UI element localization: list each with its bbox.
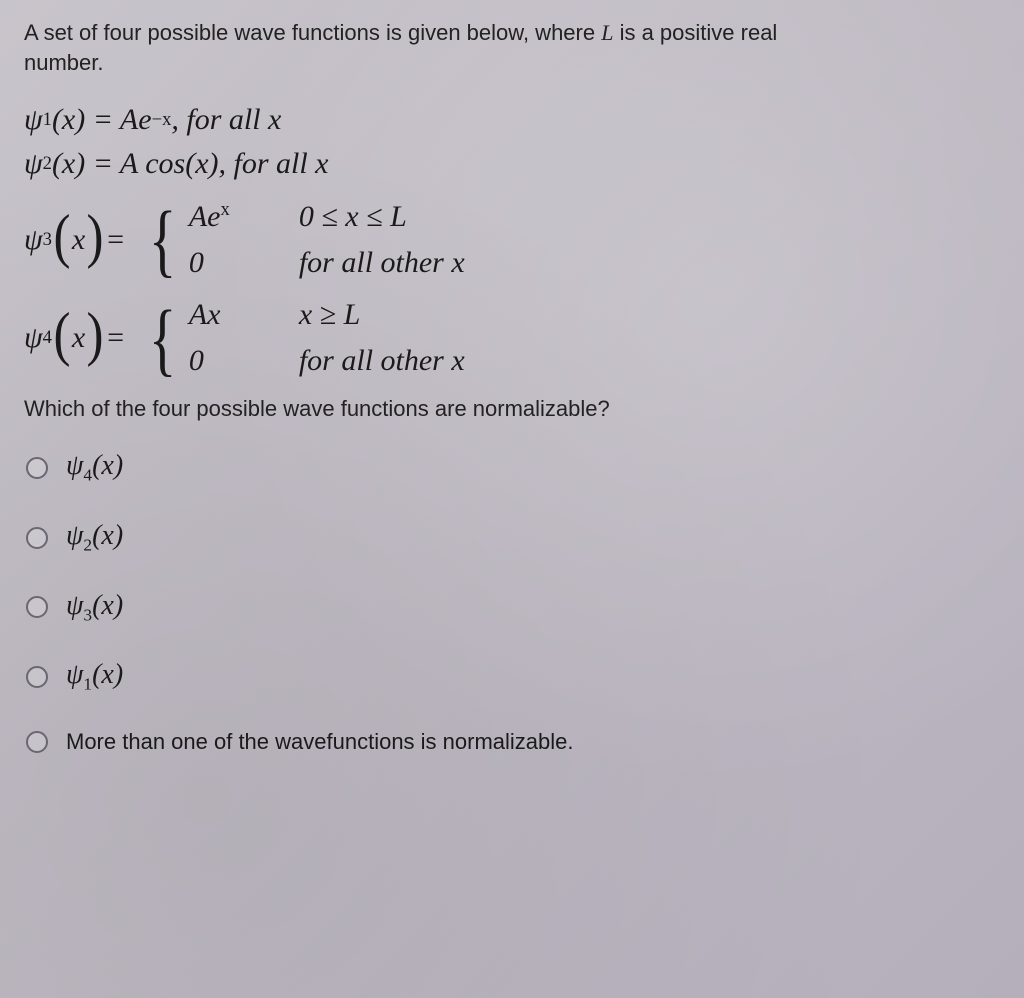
- psi3-case2: 0 for all other x: [189, 246, 465, 280]
- psi4-rparen: ): [87, 316, 104, 352]
- psi4-case2-cond: for all other x: [299, 344, 465, 378]
- psi2-subscript: 2: [43, 153, 52, 175]
- psi4-arg: x: [72, 321, 85, 355]
- option-psi2-label: ψ2(x): [66, 520, 123, 556]
- psi4-brace: {: [149, 318, 177, 359]
- psi3-rparen: ): [87, 218, 104, 254]
- option-psi4-sub: 4: [83, 466, 92, 485]
- option-psi2-sub: 2: [83, 536, 92, 555]
- option-more-than-one[interactable]: More than one of the wavefunctions is no…: [26, 729, 1000, 755]
- option-psi1-tail: (x): [92, 659, 123, 690]
- psi3-case1-expr: Aex: [189, 199, 299, 234]
- psi3-case2-expr: 0: [189, 246, 299, 280]
- psi4-cases: Ax x ≥ L 0 for all other x: [189, 298, 465, 378]
- option-psi4-tail: (x): [92, 450, 123, 481]
- equation-psi2: ψ2(x) = A cos(x), for all x: [24, 147, 1000, 181]
- option-psi1-label: ψ1(x): [66, 659, 123, 695]
- radio-icon[interactable]: [26, 666, 48, 688]
- psi4-equals: =: [105, 321, 125, 355]
- psi1-body: (x) = Ae: [52, 103, 152, 137]
- radio-icon[interactable]: [26, 596, 48, 618]
- option-psi2-tail: (x): [92, 520, 123, 551]
- option-psi3[interactable]: ψ3(x): [26, 590, 1000, 626]
- psi2-symbol: ψ: [24, 147, 43, 181]
- psi2-body: (x) = A cos(x), for all x: [52, 147, 329, 181]
- option-more-than-one-label: More than one of the wavefunctions is no…: [66, 729, 574, 755]
- psi4-case1: Ax x ≥ L: [189, 298, 465, 332]
- psi4-case1-cond: x ≥ L: [299, 298, 360, 332]
- radio-icon[interactable]: [26, 457, 48, 479]
- psi3-equals: =: [105, 223, 125, 257]
- psi1-tail: , for all x: [171, 103, 281, 137]
- option-psi2[interactable]: ψ2(x): [26, 520, 1000, 556]
- radio-icon[interactable]: [26, 731, 48, 753]
- option-psi1[interactable]: ψ1(x): [26, 659, 1000, 695]
- option-psi3-label: ψ3(x): [66, 590, 123, 626]
- answer-options: ψ4(x) ψ2(x) ψ3(x) ψ1(x) More than one of…: [24, 450, 1000, 754]
- psi3-subscript: 3: [43, 229, 52, 251]
- option-psi3-sub: 3: [83, 605, 92, 624]
- option-psi4[interactable]: ψ4(x): [26, 450, 1000, 486]
- option-psi1-psi: ψ: [66, 659, 83, 690]
- question-intro: A set of four possible wave functions is…: [24, 18, 1000, 77]
- psi1-subscript: 1: [43, 109, 52, 131]
- psi4-lhs: ψ4(x) =: [24, 320, 125, 356]
- psi4-subscript: 4: [43, 327, 52, 349]
- psi3-arg: x: [72, 223, 85, 257]
- psi3-symbol: ψ: [24, 223, 43, 257]
- option-psi4-psi: ψ: [66, 450, 83, 481]
- option-psi1-sub: 1: [83, 675, 92, 694]
- option-psi3-psi: ψ: [66, 590, 83, 621]
- intro-text-1: A set of four possible wave functions is…: [24, 20, 601, 45]
- psi3-case1-a: Ae: [189, 200, 221, 233]
- option-psi4-label: ψ4(x): [66, 450, 123, 486]
- psi4-case1-expr: Ax: [189, 298, 299, 332]
- psi3-lhs: ψ3(x) =: [24, 222, 125, 258]
- psi3-case2-cond: for all other x: [299, 246, 465, 280]
- psi3-case1-sup: x: [220, 199, 229, 220]
- psi4-lparen: (: [53, 316, 70, 352]
- equation-psi4: ψ4(x) = { Ax x ≥ L 0 for all other x: [24, 298, 1000, 378]
- equation-psi1: ψ1(x) = Ae−x, for all x: [24, 103, 1000, 137]
- option-psi3-tail: (x): [92, 590, 123, 621]
- question-text: Which of the four possible wave function…: [24, 396, 1000, 422]
- intro-text-2: is a positive real: [613, 20, 777, 45]
- psi1-exponent: −x: [152, 109, 172, 131]
- option-psi2-psi: ψ: [66, 520, 83, 551]
- psi3-brace: {: [149, 219, 177, 260]
- radio-icon[interactable]: [26, 527, 48, 549]
- intro-L: L: [601, 20, 613, 45]
- psi3-case1: Aex 0 ≤ x ≤ L: [189, 199, 465, 234]
- psi3-case1-cond: 0 ≤ x ≤ L: [299, 200, 407, 234]
- psi3-lparen: (: [53, 218, 70, 254]
- psi3-cases: Aex 0 ≤ x ≤ L 0 for all other x: [189, 199, 465, 280]
- psi4-case2: 0 for all other x: [189, 344, 465, 378]
- intro-text-3: number.: [24, 50, 104, 75]
- equation-psi3: ψ3(x) = { Aex 0 ≤ x ≤ L 0 for all other …: [24, 199, 1000, 280]
- psi1-symbol: ψ: [24, 103, 43, 137]
- psi4-case2-expr: 0: [189, 344, 299, 378]
- psi4-symbol: ψ: [24, 321, 43, 355]
